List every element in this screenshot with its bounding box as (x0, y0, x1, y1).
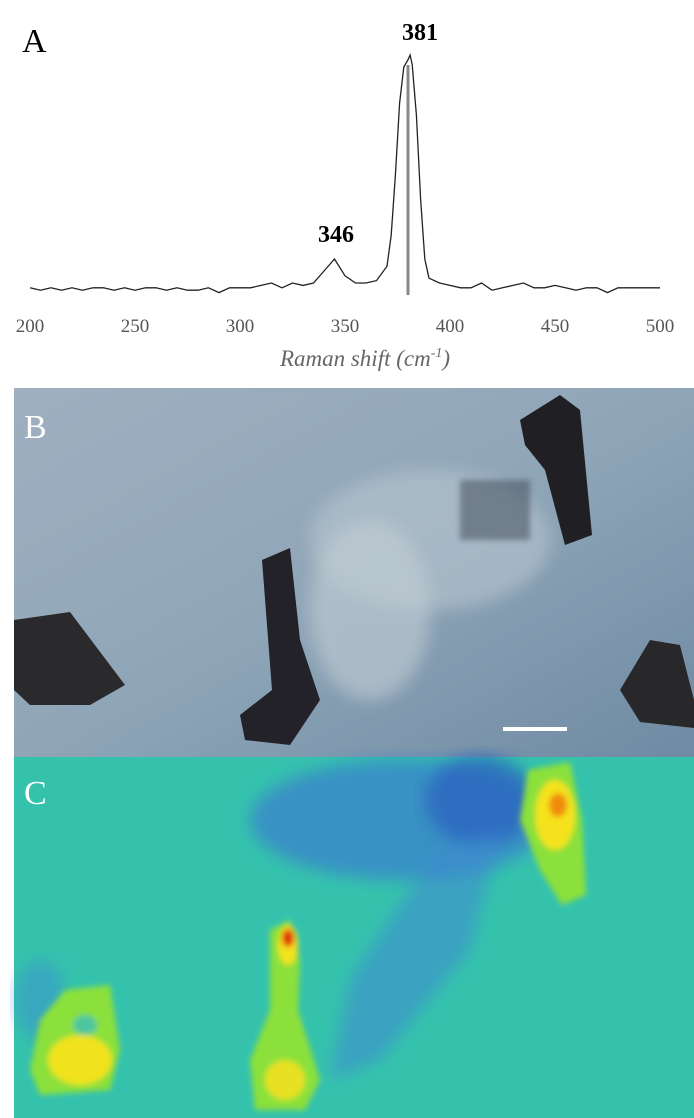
x-tick-label: 250 (121, 316, 150, 337)
peak-label: 346 (318, 222, 354, 248)
peak-label: 381 (402, 20, 438, 46)
panel-label: A (22, 23, 47, 60)
microscope-image: B (14, 388, 694, 757)
x-tick-label: 500 (646, 316, 675, 337)
spectrum-line (29, 52, 660, 294)
x-axis-title: Raman shift (cm-1) (279, 346, 450, 371)
x-tick-label: 400 (436, 316, 465, 337)
panel-label: C (24, 775, 47, 812)
x-tick-label: 350 (331, 316, 360, 337)
raman-map: C (14, 755, 694, 1118)
x-tick-label: 200 (16, 316, 45, 337)
x-tick-label: 300 (226, 316, 255, 337)
panel-label: B (24, 409, 47, 446)
x-tick-label: 450 (541, 316, 570, 337)
